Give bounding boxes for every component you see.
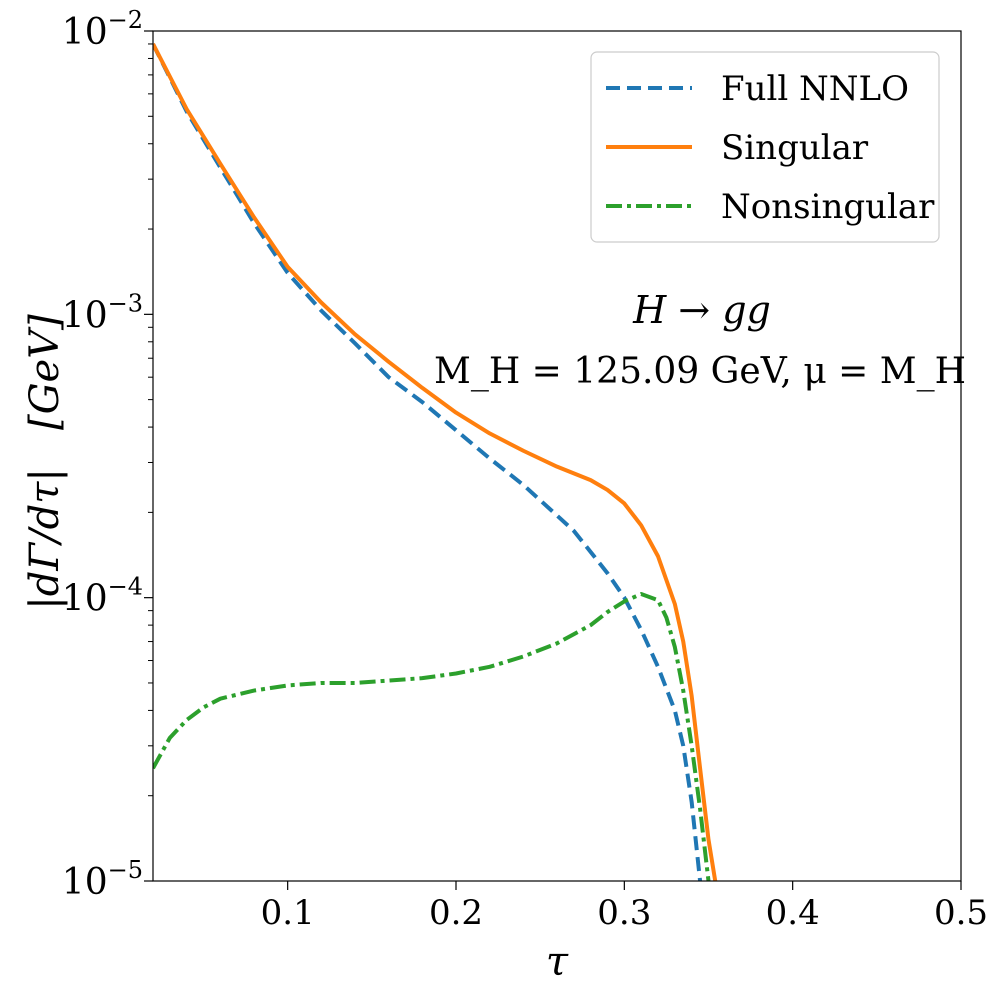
x-tick-label: 0.1 bbox=[261, 893, 315, 933]
series-line-full-nnlo bbox=[153, 43, 703, 881]
annotation-process: H → gg bbox=[632, 288, 771, 332]
y-axis-label: |dΓ/dτ| [GeV] bbox=[22, 314, 68, 610]
y-minor-ticks bbox=[148, 43, 153, 797]
y-tick-label: 10−3 bbox=[62, 289, 143, 336]
legend-label: Nonsingular bbox=[721, 187, 935, 227]
legend-label: Singular bbox=[721, 128, 869, 168]
y-axis-ticks: 10−5 10−4 10−3 10−2 bbox=[62, 6, 153, 903]
legend-label: Full NNLO bbox=[721, 69, 909, 109]
annotation-params: M_H = 125.09 GeV, μ = M_H bbox=[434, 351, 966, 392]
plot-frame bbox=[152, 30, 962, 882]
x-tick-label: 0.5 bbox=[934, 893, 988, 933]
series-line-nonsingular bbox=[153, 592, 711, 881]
x-tick-label: 0.4 bbox=[766, 893, 820, 933]
y-tick-label: 10−4 bbox=[62, 573, 143, 620]
x-tick-label: 0.2 bbox=[429, 893, 483, 933]
y-tick-label: 10−5 bbox=[62, 856, 143, 903]
legend: Full NNLO Singular Nonsingular bbox=[590, 51, 940, 243]
x-axis-label: τ bbox=[546, 939, 569, 985]
y-tick-label: 10−2 bbox=[62, 6, 143, 53]
x-tick-label: 0.3 bbox=[597, 893, 651, 933]
annotation: H → gg M_H = 125.09 GeV, μ = M_H bbox=[434, 288, 966, 392]
x-axis-ticks: 0.1 0.2 0.3 0.4 0.5 bbox=[261, 881, 988, 933]
legend-box bbox=[590, 51, 940, 243]
series-line-singular bbox=[153, 43, 718, 881]
series-layer bbox=[153, 43, 718, 881]
